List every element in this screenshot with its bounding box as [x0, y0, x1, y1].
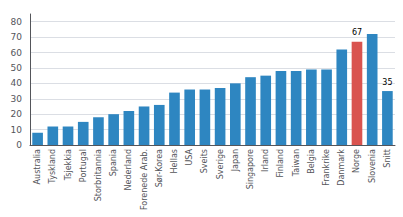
- svg-text:20: 20: [11, 109, 23, 119]
- svg-text:Sør-Korea: Sør-Korea: [155, 149, 164, 187]
- svg-text:50: 50: [11, 63, 23, 73]
- svg-text:35: 35: [382, 78, 392, 87]
- svg-text:67: 67: [352, 28, 362, 37]
- svg-text:Slovenia: Slovenia: [368, 149, 377, 183]
- svg-text:60: 60: [11, 48, 23, 58]
- svg-text:Snitt: Snitt: [383, 149, 392, 168]
- svg-text:10: 10: [11, 125, 23, 135]
- svg-text:Sverige: Sverige: [216, 149, 225, 179]
- svg-text:Danmark: Danmark: [337, 149, 346, 186]
- svg-text:Taiwan: Taiwan: [292, 149, 301, 177]
- svg-text:Tyskland: Tyskland: [48, 149, 57, 184]
- svg-text:Portugal: Portugal: [79, 149, 88, 182]
- svg-text:40: 40: [11, 78, 23, 88]
- svg-text:Japan: Japan: [231, 149, 240, 172]
- svg-text:Nederland: Nederland: [124, 149, 133, 190]
- svg-text:80: 80: [11, 17, 23, 27]
- svg-text:Forenede Arab.: Forenede Arab.: [140, 149, 149, 210]
- svg-text:Australia: Australia: [33, 149, 42, 184]
- svg-text:Spania: Spania: [109, 149, 118, 176]
- svg-text:Belgia: Belgia: [307, 149, 316, 174]
- svg-text:0: 0: [16, 140, 22, 150]
- svg-text:USA: USA: [185, 148, 194, 165]
- svg-text:Hellas: Hellas: [170, 149, 179, 173]
- svg-text:Tsjekkia: Tsjekkia: [64, 149, 73, 181]
- svg-text:Norge: Norge: [352, 149, 361, 173]
- svg-text:Storbritannia: Storbritannia: [94, 149, 103, 201]
- svg-text:Irland: Irland: [261, 149, 270, 172]
- svg-text:Finland: Finland: [276, 149, 285, 178]
- svg-text:Frankrike: Frankrike: [322, 149, 331, 186]
- svg-text:Singapore: Singapore: [246, 149, 255, 189]
- svg-text:70: 70: [11, 32, 23, 42]
- svg-text:Sveits: Sveits: [200, 149, 209, 173]
- svg-text:30: 30: [11, 94, 23, 104]
